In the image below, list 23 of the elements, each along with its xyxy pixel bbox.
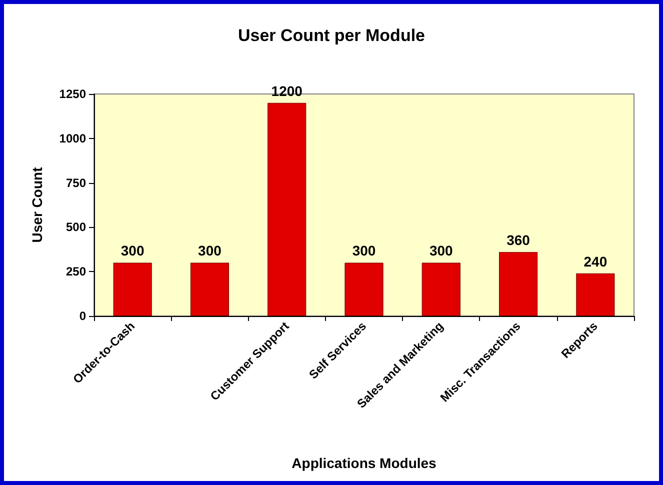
bar — [268, 102, 306, 316]
bar — [576, 273, 615, 316]
bar — [344, 262, 384, 316]
bar — [422, 262, 460, 316]
bar — [190, 262, 229, 316]
data-label: 300 — [352, 242, 376, 259]
y-tick-label: 1250 — [59, 87, 86, 101]
chart-title: User Count per Module — [238, 26, 426, 45]
y-axis-title: User Count — [29, 166, 45, 243]
y-tick-label: 500 — [66, 220, 86, 234]
data-label: 300 — [120, 242, 144, 259]
y-tick-label: 250 — [66, 264, 86, 279]
y-tick-label: 0 — [79, 309, 86, 323]
data-label: 300 — [198, 242, 222, 259]
data-label: 300 — [429, 242, 454, 259]
y-tick-label: 750 — [66, 176, 86, 190]
x-axis-title: Applications Modules — [292, 455, 437, 471]
data-label: 360 — [506, 232, 530, 248]
data-label: 240 — [584, 253, 608, 270]
bar — [499, 252, 538, 316]
data-label: 1200 — [271, 82, 303, 99]
y-tick-label: 1000 — [59, 131, 86, 146]
bar — [113, 262, 152, 316]
